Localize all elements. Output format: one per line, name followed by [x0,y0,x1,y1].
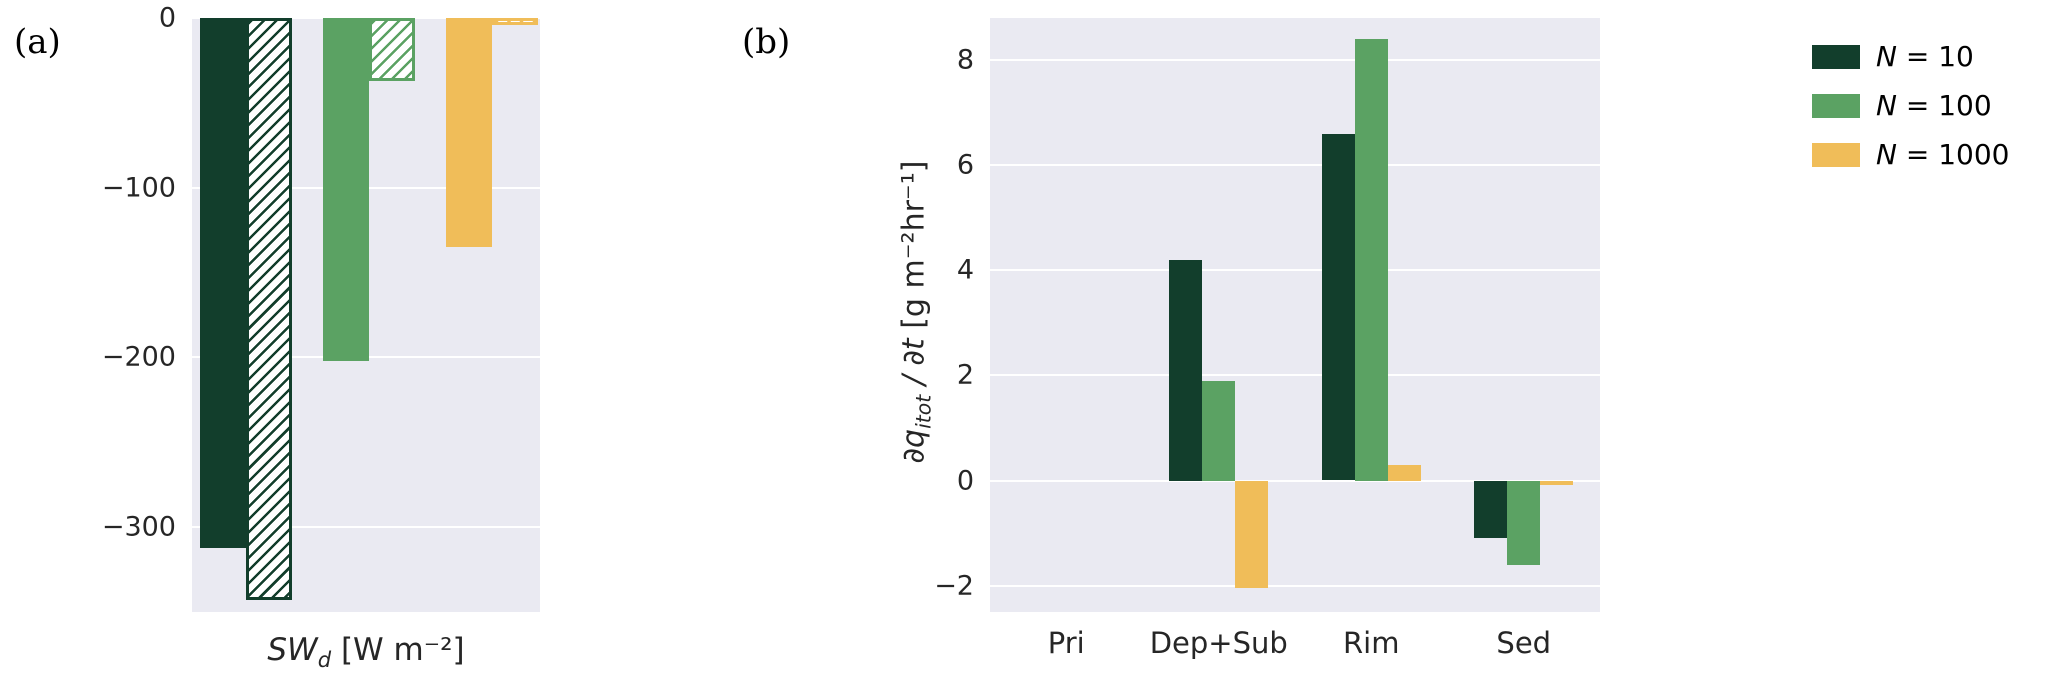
y-tick-label: 6 [956,149,974,181]
legend-swatch [1812,93,1860,118]
gridline [990,479,1600,482]
ylabel-subscript: itot [911,394,936,429]
x-tick-label: Sed [1496,626,1552,660]
bar-depsub-series2 [1202,380,1236,481]
xlabel-unit: [W m⁻²] [331,632,465,668]
gridline [192,526,540,529]
bar-sed-series1 [1474,480,1508,539]
xlabel-main: SW [267,632,318,668]
panel-a-plot: 0 −100 −200 −300 [102,3,540,612]
ylabel-unit: [g m⁻²hr⁻¹] [896,160,932,329]
gridline [990,374,1600,377]
xlabel-subscript: d [317,647,332,673]
ylabel-p1: ∂q [896,428,932,464]
gridline [990,59,1600,62]
y-tick-label: 4 [956,254,974,286]
bar-hatched-series3 [492,18,538,25]
panel-b-label: (b) [742,22,791,62]
bar-solid-series3 [446,18,492,248]
legend-item: N = 10 [1812,40,2009,73]
legend-item: N = 1000 [1812,138,2009,171]
legend-swatch [1812,142,1860,167]
y-tick-label: −2 [934,570,974,602]
gridline [990,164,1600,167]
bar-hatched-series2 [369,18,415,81]
y-tick-label: 8 [956,44,974,76]
bar-rim-series3 [1387,464,1421,481]
ylabel-p2: / ∂t [896,328,932,395]
legend-label: N = 1000 [1876,138,2010,171]
legend-swatch [1812,44,1860,69]
bar-hatched-series1 [246,18,292,601]
legend-label: N = 100 [1876,89,1992,122]
gridline [990,584,1600,587]
gridline [990,269,1600,272]
bar-solid-series1 [200,18,246,548]
bar-sed-series2 [1507,480,1541,565]
panel-a-xlabel: SWd [W m⁻²] [192,632,540,672]
legend-label: N = 10 [1876,40,1974,73]
y-tick-label: −100 [101,172,176,204]
bar-rim-series1 [1321,133,1355,481]
panel-b-plot: 8 6 4 2 0 −2 Pri Dep+Sub Rim Sed [934,18,1600,660]
bar-solid-series2 [323,18,369,361]
y-tick-label: −300 [101,511,176,543]
bar-depsub-series1 [1169,259,1203,481]
x-tick-label: Dep+Sub [1149,626,1288,660]
y-tick-label: 0 [158,2,176,34]
y-tick-label: 2 [956,359,974,391]
bar-sed-series3 [1540,480,1574,485]
y-tick-label: 0 [956,465,974,497]
x-tick-label: Pri [1047,626,1085,660]
bar-depsub-series3 [1235,480,1269,589]
legend-item: N = 100 [1812,89,2009,122]
x-tick-label: Rim [1343,626,1400,660]
y-tick-label: −200 [101,341,176,373]
panel-a-label: (a) [14,22,61,62]
panel-b-ylabel: ∂qitot / ∂t [g m⁻²hr⁻¹] [897,161,936,464]
legend: N = 10 N = 100 N = 1000 [1812,40,2009,187]
bar-rim-series2 [1354,39,1388,481]
